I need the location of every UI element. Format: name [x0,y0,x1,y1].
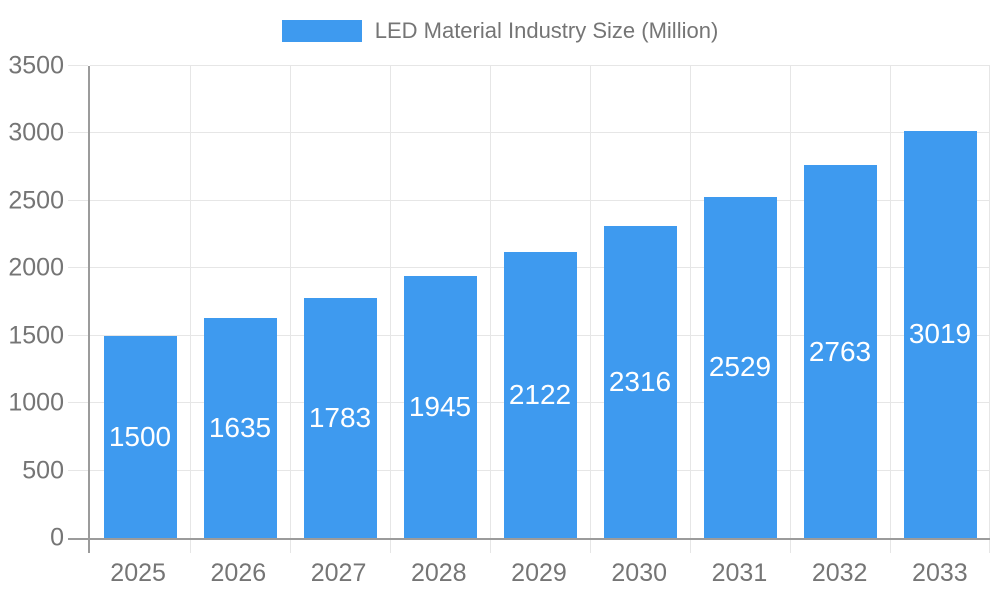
x-axis-labels: 2025 2026 2027 2028 2029 2030 2031 2032 2033 [88,558,990,588]
bar-value-label: 2529 [708,351,772,383]
bar-2026[interactable]: 1635 [203,317,277,538]
gridline-vertical [790,66,791,538]
x-axis-tick [689,540,691,553]
y-axis-tick-label: 1000 [8,388,64,417]
y-axis-tick-label: 2500 [8,186,64,215]
x-axis-tick-label: 2030 [611,559,668,587]
y-axis-tick [68,199,88,201]
gridline-vertical [290,66,291,538]
y-axis-tick-label: 3500 [8,51,64,80]
x-axis-zero-tick [68,538,90,540]
x-axis-tick [989,540,990,553]
y-axis-tick [68,402,88,404]
gridline-vertical [590,66,591,538]
bar-value-label: 2763 [808,335,872,367]
x-axis-tick-label: 2026 [210,559,267,587]
x-axis-tick [590,540,591,553]
x-axis-tick [790,540,791,553]
y-axis-tick-label: 500 [22,456,64,485]
y-axis-tick [68,65,88,66]
bar-cell: 3019 [890,66,990,538]
bar-value-label: 2316 [608,365,672,397]
x-axis-tick [389,540,391,553]
gridline-vertical [190,66,191,538]
gridline-vertical [890,66,891,538]
bar-cell: 1945 [390,66,490,538]
y-axis-labels: 0 500 1000 1500 2000 2500 3000 3500 [0,53,64,550]
legend-label: LED Material Industry Size (Million) [374,18,719,43]
gridline-horizontal [90,132,990,134]
gridline-horizontal [90,65,990,66]
bar-2033[interactable]: 3019 [903,130,977,538]
bar-value-label: 1783 [308,401,372,433]
x-axis-tick-label: 2027 [310,559,367,587]
y-axis-tick [68,469,88,471]
y-axis-tick-label: 0 [50,523,64,552]
x-axis-tick-label: 2029 [511,559,567,587]
legend-swatch [281,20,362,43]
bar-cell: 2763 [790,66,890,538]
bar-cell: 1500 [90,66,190,538]
y-axis-tick-label: 2000 [8,253,64,282]
y-axis-tick-label: 1500 [8,321,64,350]
bar-cell: 2122 [490,66,590,538]
bar-2029[interactable]: 2122 [503,251,577,538]
legend-item[interactable]: LED Material Industry Size (Million) [0,18,1000,44]
x-axis-tick [290,540,291,553]
bar-value-label: 1500 [108,420,172,452]
x-axis-tick-label: 2028 [410,559,467,587]
x-axis-tick-label: 2025 [110,559,166,587]
gridline-vertical [389,66,391,538]
gridline-vertical [490,66,491,538]
x-axis-tick [190,540,191,553]
bar-value-label: 1635 [208,411,272,443]
bar-cell: 2529 [690,66,790,538]
y-axis-tick [68,267,88,269]
gridline-horizontal [90,199,990,201]
bar-cell: 1635 [190,66,290,538]
bar-2028[interactable]: 1945 [403,275,477,538]
plot-area: 1500 1635 1783 1945 2122 2316 2529 2763 3019 [68,65,990,553]
bar-value-label: 1945 [408,390,472,422]
bar-2032[interactable]: 2763 [803,165,877,538]
bar-2030[interactable]: 2316 [603,225,677,538]
gridline-vertical [989,66,990,538]
y-axis-tick-label: 3000 [8,118,64,147]
bar-cell: 1783 [290,66,390,538]
bar-value-label: 2122 [508,378,572,410]
bar-cell: 2316 [590,66,690,538]
x-axis-tick-label: 2031 [711,559,768,587]
bar-2025[interactable]: 1500 [103,335,177,538]
bar-2031[interactable]: 2529 [703,196,777,538]
x-axis-tick [490,540,491,553]
bars-layer: 1500 1635 1783 1945 2122 2316 2529 2763 3019 [90,66,990,538]
x-axis-tick-label: 2033 [912,559,968,587]
x-axis-tick-label: 2032 [811,559,868,587]
gridline-vertical [689,66,691,538]
y-axis-base-tick [88,540,90,553]
x-axis-tick [890,540,891,553]
bar-value-label: 3019 [908,318,972,350]
y-axis-tick [68,334,88,336]
y-axis-tick [68,132,88,134]
bar-2027[interactable]: 1783 [303,297,377,538]
